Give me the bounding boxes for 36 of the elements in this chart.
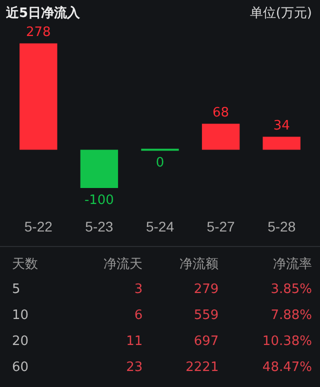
data-label: 0 (156, 156, 164, 171)
text: 60 (11, 358, 30, 376)
text: 净流额 (178, 256, 220, 274)
text: 7.88% (270, 306, 313, 324)
x-tick-label: 5-28 (268, 218, 296, 234)
text: 697 (192, 332, 220, 350)
text: 3 (133, 280, 144, 298)
text: 天数 (11, 256, 39, 274)
text: 11 (125, 332, 144, 350)
text: 2221 (184, 358, 220, 376)
x-tick-label: 5-24 (146, 218, 174, 234)
bar (80, 150, 118, 188)
text: 23 (125, 358, 144, 376)
text: 48.47% (261, 358, 313, 376)
data-label: 34 (273, 118, 290, 134)
text: 10 (11, 306, 30, 324)
x-tick-label: 5-27 (206, 218, 236, 234)
data-label: 68 (212, 106, 230, 121)
chart-title: 近5日净流入 (6, 4, 80, 22)
bar (202, 124, 240, 150)
x-tick-label: 5-23 (85, 218, 114, 234)
x-tick-label: 5-22 (24, 218, 53, 234)
text: 6 (133, 306, 144, 324)
text: 5 (11, 280, 22, 298)
chart-subtitle: 单位(万元) (250, 5, 312, 22)
text: 净流率 (272, 256, 313, 274)
text: 20 (11, 332, 30, 350)
text: 3.85% (270, 280, 313, 298)
data-label: -100 (84, 192, 114, 208)
bar (262, 136, 300, 150)
text: 559 (192, 306, 220, 324)
text: 净流天 (102, 256, 144, 274)
bar (20, 43, 58, 150)
text: 10.38% (261, 332, 313, 350)
data-label: 278 (26, 25, 51, 40)
text: 279 (192, 280, 220, 298)
